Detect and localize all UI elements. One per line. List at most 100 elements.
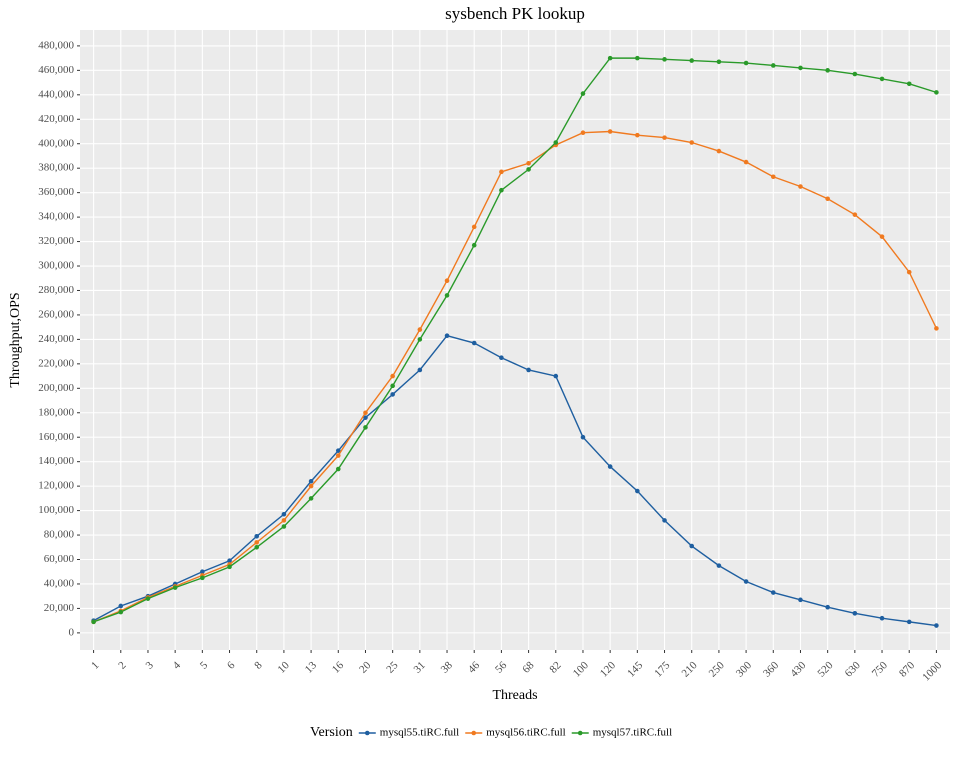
point	[118, 603, 124, 609]
x-tick-label: 31	[411, 659, 427, 675]
point	[906, 81, 912, 87]
point	[607, 464, 613, 469]
point	[635, 55, 640, 61]
point	[281, 524, 287, 529]
x-tick-label: 120	[598, 659, 619, 680]
y-axis-title: Throughput,OPS	[8, 292, 23, 387]
point	[553, 373, 559, 379]
x-tick-label: 3	[144, 659, 157, 672]
chart-title: sysbench PK lookup	[445, 4, 585, 23]
point	[770, 174, 776, 180]
point	[499, 169, 504, 175]
point	[471, 242, 477, 248]
point	[308, 478, 314, 484]
y-tick-label: 380,000	[38, 162, 74, 174]
point	[417, 367, 423, 373]
point	[580, 434, 586, 440]
x-tick-label: 13	[303, 659, 320, 676]
point	[716, 148, 722, 154]
point	[580, 91, 586, 96]
series-line	[93, 57, 937, 623]
point	[689, 543, 695, 549]
point	[825, 68, 830, 73]
point	[934, 623, 939, 628]
y-tick-label: 480,000	[38, 39, 74, 51]
x-tick-label: 10	[276, 659, 293, 676]
point	[553, 140, 559, 145]
y-tick-label: 300,000	[38, 260, 74, 272]
x-tick-label: 430	[788, 659, 809, 680]
point	[743, 579, 749, 584]
point	[852, 611, 858, 616]
x-tick-label: 100	[571, 659, 592, 680]
legend-key-point	[471, 730, 477, 736]
x-axis-title: Threads	[492, 688, 537, 703]
point	[308, 496, 314, 501]
point	[798, 65, 803, 71]
point	[607, 55, 613, 61]
point	[417, 337, 423, 342]
x-tick-label: 25	[384, 659, 401, 676]
legend-label: mysql56.tiRC.full	[486, 727, 565, 739]
point	[716, 59, 722, 65]
y-tick-label: 320,000	[38, 235, 74, 247]
point	[118, 609, 124, 615]
point	[635, 132, 640, 138]
point	[798, 597, 803, 603]
legend-label: mysql55.tiRC.full	[380, 727, 459, 739]
point	[770, 590, 776, 595]
point	[444, 333, 450, 339]
point	[743, 60, 749, 66]
point	[254, 544, 260, 550]
point	[852, 71, 858, 77]
x-tick-label: 750	[870, 659, 891, 680]
point	[335, 448, 341, 453]
point	[499, 355, 504, 361]
x-tick-label: 46	[466, 659, 483, 676]
y-tick-label: 440,000	[38, 88, 74, 100]
point	[906, 619, 912, 625]
x-tick-label: 82	[547, 659, 563, 675]
legend-title: Version	[310, 725, 353, 740]
y-tick-label: 60,000	[44, 553, 75, 565]
point	[417, 327, 423, 332]
point	[662, 518, 667, 523]
y-tick-label: 280,000	[38, 284, 74, 296]
point	[444, 293, 450, 298]
y-tick-label: 40,000	[44, 577, 75, 589]
y-tick-label: 220,000	[38, 357, 74, 369]
series-line	[93, 334, 937, 627]
point	[798, 184, 803, 189]
panel	[80, 30, 950, 650]
point	[526, 167, 531, 172]
y-tick-label: 460,000	[38, 64, 74, 76]
y-tick-label: 260,000	[38, 308, 74, 320]
point	[879, 615, 885, 621]
point	[254, 540, 260, 545]
point	[934, 326, 939, 331]
point	[172, 585, 178, 590]
point	[471, 340, 477, 346]
point	[770, 63, 776, 68]
x-tick-label: 4	[171, 659, 184, 672]
point	[825, 604, 830, 610]
y-tick-label: 180,000	[38, 406, 74, 418]
x-tick-label: 360	[761, 659, 782, 680]
point	[227, 564, 232, 570]
point	[390, 392, 395, 397]
y-tick-label: 140,000	[38, 455, 74, 467]
point	[254, 533, 260, 539]
point	[934, 90, 939, 95]
y-tick-label: 340,000	[38, 211, 74, 223]
x-tick-label: 6	[225, 659, 238, 672]
point	[662, 135, 667, 140]
point	[363, 425, 368, 430]
point	[743, 159, 749, 165]
point	[662, 57, 667, 62]
point	[852, 212, 858, 217]
legend-key-point	[577, 730, 583, 736]
point	[200, 569, 205, 575]
point	[689, 58, 695, 63]
point	[91, 619, 96, 625]
